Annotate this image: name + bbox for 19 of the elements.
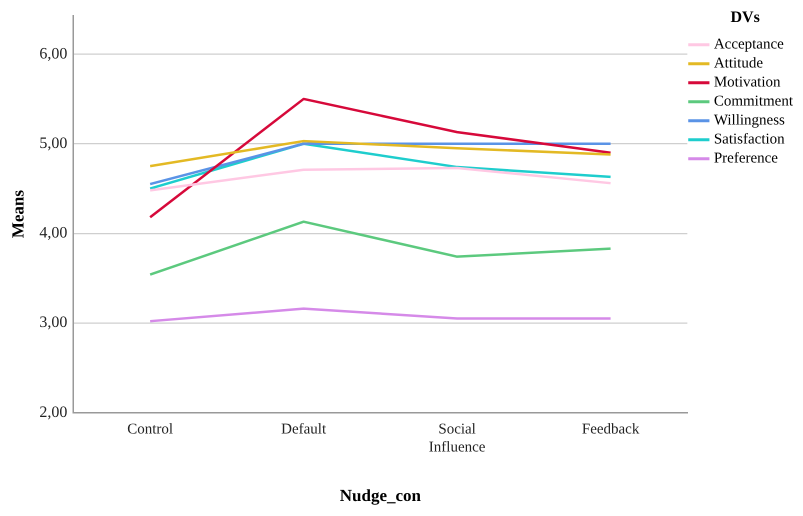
y-tick-label: 2,00 — [39, 404, 68, 421]
x-tick-label: Social Influence — [428, 422, 486, 456]
x-axis-title: Nudge_con — [340, 486, 422, 506]
legend-title: DVs — [730, 9, 760, 26]
x-tick-label: Control — [127, 422, 174, 438]
legend-label: Willingness — [714, 112, 786, 129]
y-tick-label: 5,00 — [39, 134, 68, 152]
y-axis-title: Means — [8, 190, 28, 238]
legend-label: Motivation — [714, 74, 781, 91]
legend-label: Preference — [714, 150, 778, 167]
legend-label: Acceptance — [714, 36, 784, 53]
x-tick-label: Feedback — [582, 422, 640, 438]
legend-label: Commitment — [714, 94, 794, 110]
y-tick-label: 6,00 — [39, 45, 68, 62]
x-tick-label: Default — [281, 422, 327, 438]
y-tick-label: 3,00 — [39, 314, 68, 332]
legend-label: Attitude — [714, 56, 764, 72]
y-tick-label: 4,00 — [39, 224, 68, 242]
legend-label: Satisfaction — [714, 132, 786, 148]
